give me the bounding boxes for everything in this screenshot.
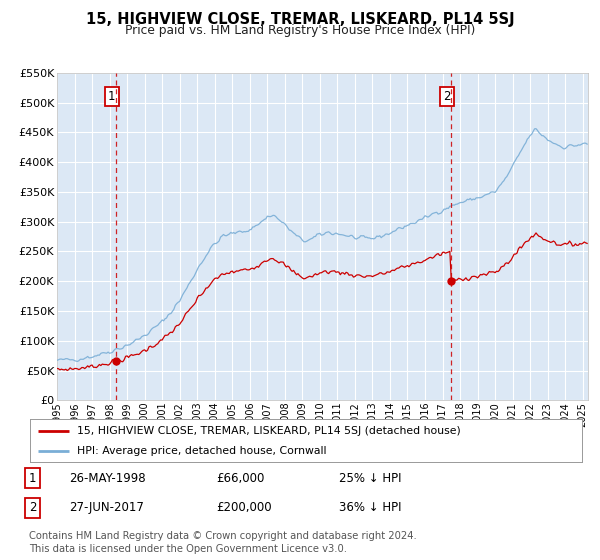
- Text: 15, HIGHVIEW CLOSE, TREMAR, LISKEARD, PL14 5SJ (detached house): 15, HIGHVIEW CLOSE, TREMAR, LISKEARD, PL…: [77, 426, 461, 436]
- Text: 36% ↓ HPI: 36% ↓ HPI: [339, 501, 401, 514]
- Text: 1: 1: [108, 90, 116, 103]
- Text: £200,000: £200,000: [216, 501, 272, 514]
- Text: 2: 2: [443, 90, 451, 103]
- Text: 25% ↓ HPI: 25% ↓ HPI: [339, 472, 401, 484]
- Text: £66,000: £66,000: [216, 472, 265, 484]
- Text: HPI: Average price, detached house, Cornwall: HPI: Average price, detached house, Corn…: [77, 446, 326, 456]
- Text: 1: 1: [29, 472, 36, 484]
- Text: Price paid vs. HM Land Registry's House Price Index (HPI): Price paid vs. HM Land Registry's House …: [125, 24, 475, 36]
- Text: 15, HIGHVIEW CLOSE, TREMAR, LISKEARD, PL14 5SJ: 15, HIGHVIEW CLOSE, TREMAR, LISKEARD, PL…: [86, 12, 514, 27]
- Text: Contains HM Land Registry data © Crown copyright and database right 2024.
This d: Contains HM Land Registry data © Crown c…: [29, 531, 416, 554]
- Text: 27-JUN-2017: 27-JUN-2017: [69, 501, 144, 514]
- Text: 26-MAY-1998: 26-MAY-1998: [69, 472, 146, 484]
- Text: 2: 2: [29, 501, 36, 514]
